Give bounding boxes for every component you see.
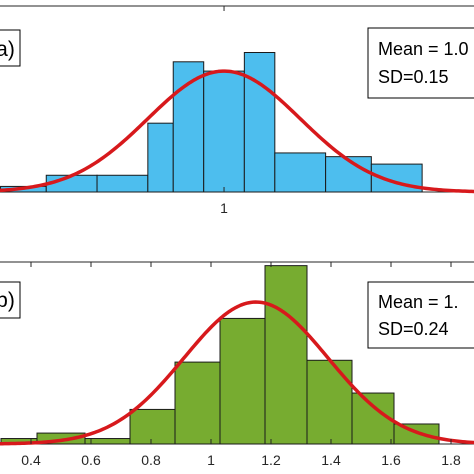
x-tick-label: 0.8 [141, 452, 161, 468]
x-tick-label: 1.4 [321, 452, 341, 468]
histogram-bar [172, 61, 205, 193]
normal-fit-curve [0, 300, 474, 446]
normal-fit-curve [0, 69, 474, 194]
x-tick-label: 1 [207, 452, 215, 468]
histogram-bar [84, 438, 131, 445]
histogram-bar [306, 359, 353, 445]
histogram-bar [264, 265, 308, 445]
histogram-bar [203, 70, 245, 193]
stats-box [367, 27, 474, 99]
histogram-bar [274, 152, 327, 193]
x-tick-label: 0.6 [81, 452, 101, 468]
histogram-panel-b: 0.4 0.6 0.8 1 1.2 1.4 1.6 1.8 (b) Mean = 1. SD=0.2… [0, 261, 474, 468]
histogram-panel-a: 1 (a) Mean = 1.0 SD=0.15 [0, 5, 474, 216]
histogram-bar [147, 122, 174, 193]
stats-box [367, 281, 474, 349]
histogram-bar [219, 317, 266, 445]
histogram-bar [129, 408, 176, 445]
panel-label-box [0, 29, 21, 67]
panel-label: (b) [0, 289, 15, 312]
stats-sd-text: SD=0.15 [378, 67, 449, 87]
stats-mean-text: Mean = 1.0 [378, 39, 469, 59]
stats-sd-text: SD=0.24 [378, 319, 449, 339]
panel-label: (a) [0, 38, 15, 61]
x-tick-label: 1.2 [261, 452, 281, 468]
histogram-bar [243, 52, 276, 193]
x-tick-label: 1 [220, 200, 228, 216]
histogram-bar [325, 156, 372, 193]
x-tick-label: 1.6 [381, 452, 401, 468]
x-tick-label: 1.8 [441, 452, 461, 468]
histogram-bar [174, 361, 221, 445]
panel-label-box [0, 281, 21, 319]
x-tick-label: 0.4 [21, 452, 41, 468]
stats-mean-text: Mean = 1. [378, 292, 459, 312]
histogram-bar [96, 174, 149, 193]
